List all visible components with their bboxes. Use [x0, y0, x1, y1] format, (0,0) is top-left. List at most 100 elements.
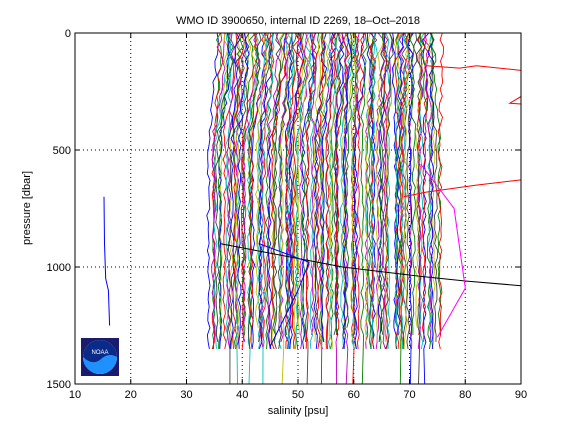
- profile-line: [227, 33, 243, 384]
- noaa-logo-wave: [83, 355, 117, 374]
- profile-line: [325, 33, 337, 349]
- profile-line: [416, 33, 423, 384]
- profile-line: [423, 33, 433, 342]
- profile-line: [305, 33, 318, 349]
- noaa-logo-text: NOAA: [91, 350, 108, 356]
- outlier-profiles: [103, 65, 521, 347]
- noaa-logo-sky: [83, 340, 117, 363]
- profile-line: [316, 33, 325, 349]
- y-tick-label: 1500: [47, 379, 71, 391]
- profile-line: [375, 33, 385, 342]
- profile-bundle: [206, 33, 444, 384]
- y-tick-label: 1000: [47, 262, 71, 274]
- profile-line: [278, 33, 290, 350]
- profile-line: [409, 33, 417, 335]
- profile-line: [288, 33, 305, 349]
- profile-line: [422, 33, 431, 342]
- profile-line: [345, 33, 356, 328]
- x-tick-label: 60: [348, 389, 360, 401]
- profile-line: [329, 33, 341, 350]
- profile-line: [273, 33, 282, 350]
- profile-line: [206, 33, 219, 349]
- profile-line: [256, 33, 268, 349]
- profile-line: [211, 33, 226, 349]
- profile-line: [335, 33, 350, 336]
- profile-line: [277, 33, 295, 349]
- outlier-profile-line: [420, 163, 466, 338]
- profile-line: [296, 33, 312, 335]
- profile-line: [394, 33, 400, 349]
- profile-line: [430, 33, 442, 335]
- profile-line: [218, 33, 229, 349]
- profile-line: [248, 33, 261, 335]
- noaa-logo: NOAA: [81, 338, 119, 376]
- profile-line: [254, 33, 268, 328]
- profile-line: [315, 33, 327, 335]
- profile-line: [217, 33, 234, 349]
- profile-line: [366, 33, 376, 349]
- profile-line: [291, 33, 304, 349]
- chart-title: WMO ID 3900650, internal ID 2269, 18–Oct…: [176, 15, 420, 27]
- profile-line: [342, 33, 353, 349]
- profile-line: [429, 33, 439, 342]
- outlier-profile-line: [219, 243, 521, 338]
- x-tick-label: 90: [515, 389, 527, 401]
- y-tick-label: 500: [53, 145, 71, 157]
- x-tick-label: 80: [459, 389, 471, 401]
- profile-line: [258, 33, 274, 350]
- profile-line: [360, 33, 368, 384]
- profile-line: [294, 33, 312, 349]
- profile-line: [382, 33, 393, 350]
- profile-line: [398, 33, 411, 384]
- x-tick-label: 10: [69, 389, 81, 401]
- profile-line: [242, 33, 260, 343]
- profile-line: [237, 33, 250, 349]
- profile-line: [280, 33, 293, 384]
- profile-line: [286, 33, 295, 349]
- profile-line: [270, 33, 287, 350]
- profile-line: [352, 33, 361, 349]
- outlier-profile-line: [103, 196, 111, 326]
- profile-line: [325, 33, 337, 349]
- profile-line: [333, 33, 345, 336]
- profile-line: [352, 33, 360, 335]
- profile-line: [225, 33, 233, 342]
- profile-line: [211, 33, 224, 350]
- profile-line: [356, 33, 366, 349]
- profile-line: [401, 33, 410, 349]
- profile-line: [341, 33, 349, 384]
- profile-line: [384, 33, 394, 350]
- profile-line: [249, 33, 268, 349]
- axis-ticks: 10 20 30 40 50 60 70 80 90 0 500 1000 1500: [47, 28, 528, 401]
- profile-line: [213, 33, 231, 349]
- y-tick-label: 0: [65, 28, 71, 40]
- profile-line: [382, 33, 389, 349]
- profile-line: [234, 33, 247, 350]
- profile-line: [260, 33, 275, 384]
- profile-line: [403, 33, 412, 349]
- profile-line: [418, 33, 425, 349]
- x-axis-label: salinity [psu]: [268, 405, 329, 417]
- profile-line: [285, 33, 300, 349]
- profile-line: [407, 33, 414, 384]
- profile-line: [396, 33, 405, 335]
- profile-line: [308, 33, 315, 349]
- profile-line: [370, 33, 378, 349]
- profile-line: [234, 33, 252, 349]
- profile-line: [380, 33, 386, 335]
- profile-line: [288, 33, 303, 349]
- x-tick-label: 70: [403, 389, 415, 401]
- profile-line: [312, 33, 323, 342]
- profile-line: [319, 33, 334, 350]
- profile-line: [271, 33, 286, 342]
- x-tick-label: 30: [180, 389, 192, 401]
- outlier-profile-line: [258, 243, 310, 347]
- x-tick-label: 20: [125, 389, 137, 401]
- profile-line: [414, 33, 425, 328]
- y-axis-label: pressure [dbar]: [21, 171, 33, 245]
- profile-line: [226, 33, 235, 349]
- profile-line: [353, 33, 366, 350]
- profile-line: [215, 33, 235, 342]
- x-tick-label: 40: [236, 389, 248, 401]
